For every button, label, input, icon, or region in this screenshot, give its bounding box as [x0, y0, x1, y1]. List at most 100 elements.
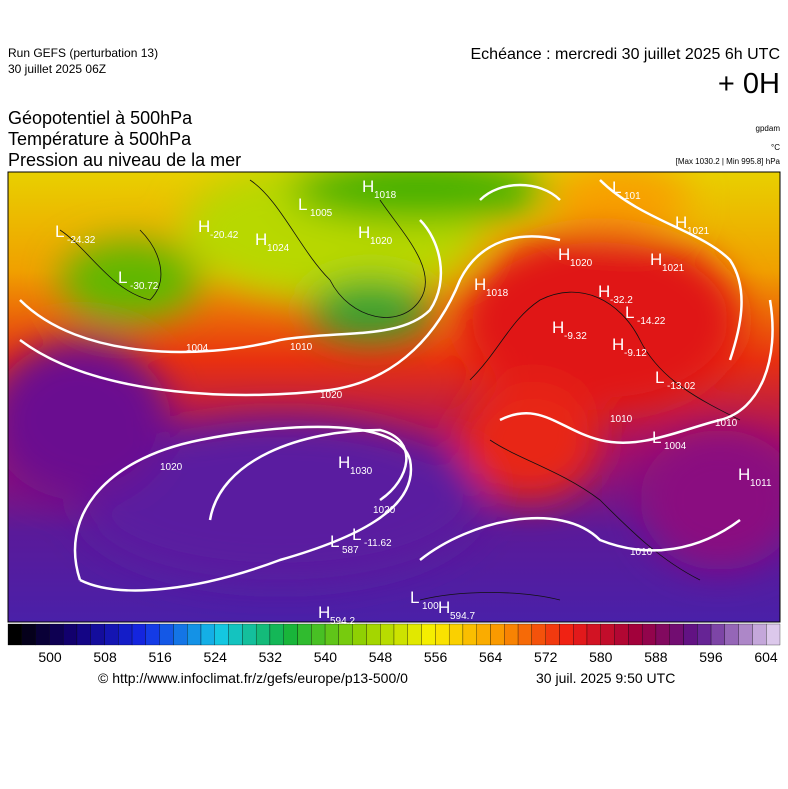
colorbar-swatch [366, 623, 381, 646]
center-symbol: H [318, 603, 330, 622]
colorbar-swatch [586, 623, 601, 646]
colorbar-swatch [338, 623, 353, 646]
field: Température à 500hPa [8, 129, 192, 149]
center-symbol: L [55, 222, 64, 241]
colorbar-swatch [187, 623, 202, 646]
unit: °C [771, 143, 780, 152]
source: © http://www.infoclimat.fr/z/gefs/europe… [98, 670, 408, 686]
colorbar-swatch [228, 623, 243, 646]
colorbar-swatch [255, 623, 271, 646]
center-value: -9.12 [624, 348, 647, 359]
center-symbol: L [298, 195, 307, 214]
center-value: -14.22 [637, 316, 666, 327]
colorbar-tick-label: 556 [424, 649, 448, 665]
unit: gpdam [755, 124, 780, 133]
colorbar-tick-label: 508 [93, 649, 117, 665]
center-value: 100 [422, 601, 439, 612]
center-symbol: H [255, 230, 267, 249]
isobar-label: 1004 [186, 343, 209, 354]
colorbar-swatch [7, 623, 22, 646]
colorbar-swatch [145, 623, 160, 646]
colorbar-swatch [683, 623, 698, 646]
colorbar-swatch [62, 623, 78, 646]
colorbar-swatch [49, 623, 64, 646]
colorbar-swatch [283, 623, 298, 646]
colorbar-tick-label: 540 [314, 649, 338, 665]
center-symbol: H [675, 213, 687, 232]
colorbar-swatch [559, 623, 574, 646]
isobar-label: 1010 [610, 414, 633, 425]
field: Pression au niveau de la mer [8, 150, 242, 170]
colorbar-swatch [710, 623, 726, 646]
colorbar-swatch [269, 623, 284, 646]
colorbar-swatch [724, 623, 739, 646]
center-symbol: H [338, 453, 350, 472]
center-value: 1020 [370, 236, 393, 247]
colorbar-swatch [324, 623, 340, 646]
colorbar-swatch [531, 623, 546, 646]
center-value: 1024 [267, 243, 290, 254]
colorbar-swatch [104, 623, 119, 646]
isobars [19, 179, 774, 592]
generated: 30 juil. 2025 9:50 UTC [536, 670, 676, 686]
unit: [Max 1030.2 | Min 995.8] hPa [675, 157, 780, 166]
center-value: 1021 [687, 226, 710, 237]
echeance: Echéance : mercredi 30 juillet 2025 6h U… [470, 46, 781, 63]
isobar-label: 1020 [160, 462, 183, 473]
isobar-label: 1020 [373, 505, 396, 516]
center-value: 587 [342, 545, 359, 556]
colorbar-swatch [641, 623, 657, 646]
colorbar-swatch [35, 623, 50, 646]
colorbar-swatch [448, 623, 464, 646]
colorbar-swatch [435, 623, 450, 646]
colorbar-tick-label: 596 [699, 649, 723, 665]
center-value: 1005 [310, 208, 333, 219]
colorbar-swatch [76, 623, 91, 646]
colorbar-swatch [655, 623, 670, 646]
colorbar-tick-label: 548 [369, 649, 393, 665]
center-value: -9.32 [564, 331, 587, 342]
center-value: 1004 [664, 441, 687, 452]
colorbar-swatch [352, 623, 367, 646]
center-value: 1018 [486, 288, 509, 299]
isobar-label: 1010 [630, 547, 653, 558]
center-symbol: L [612, 178, 621, 197]
colorbar-swatch [242, 623, 257, 646]
colorbar-swatch [311, 623, 326, 646]
colorbar-swatch [600, 623, 615, 646]
field-map [8, 172, 780, 622]
colorbar-tick-label: 532 [259, 649, 283, 665]
center-symbol: H [558, 245, 570, 264]
colorbar-tick-label: 588 [644, 649, 668, 665]
colorbar-tick-label: 516 [148, 649, 172, 665]
colorbar-swatch [90, 623, 105, 646]
colorbar-swatch [407, 623, 422, 646]
colorbar-swatch [517, 623, 533, 646]
center-value: 1020 [570, 258, 593, 269]
center-symbol: H [438, 598, 450, 617]
colorbar-swatch [697, 623, 712, 646]
offset: + 0H [717, 68, 780, 100]
isobar-label: 1020 [320, 390, 343, 401]
center-value: 1030 [350, 466, 373, 477]
center-value: 1021 [662, 263, 685, 274]
center-value: 594.7 [450, 611, 475, 622]
colorbar-swatch [297, 623, 312, 646]
center-value: 101 [624, 191, 641, 202]
isobar-label: 1010 [715, 418, 738, 429]
colorbar-swatch [476, 623, 491, 646]
colorbar-swatch [573, 623, 588, 646]
center-value: 1011 [750, 478, 772, 489]
center-symbol: H [358, 223, 370, 242]
center-symbol: H [552, 318, 564, 337]
colorbar-swatch [380, 623, 395, 646]
colorbar-swatch [628, 623, 643, 646]
center-symbol: L [655, 368, 664, 387]
colorbar-swatch [669, 623, 684, 646]
colorbar: 500 508 516 524 532 540 548 556 564 572 580 588 596 6… [7, 623, 781, 665]
center-value: 594.2 [330, 616, 355, 627]
center-symbol: H [474, 275, 486, 294]
center-symbol: H [198, 217, 210, 236]
colorbar-swatch [504, 623, 519, 646]
